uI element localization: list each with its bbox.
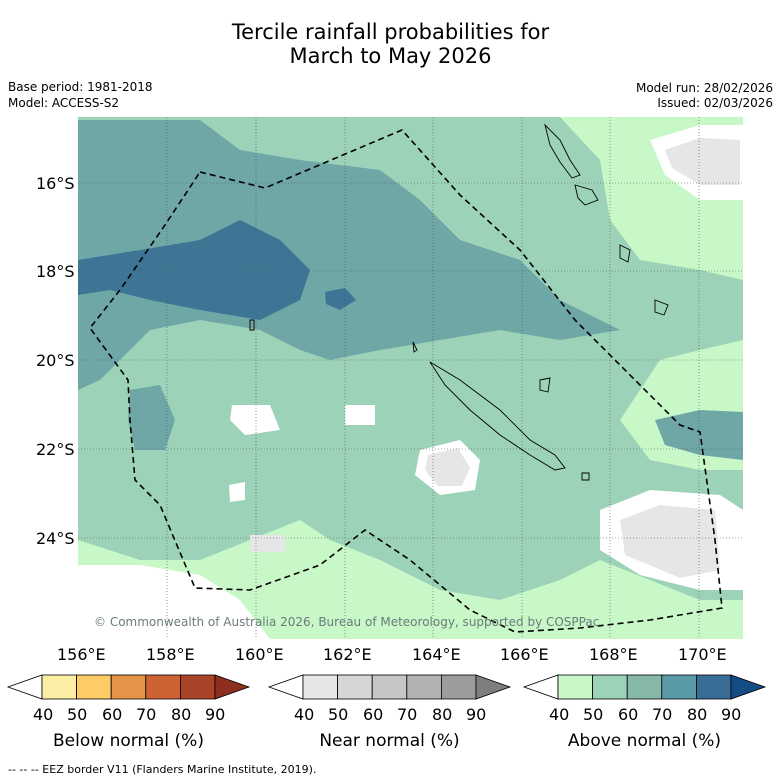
legend-above xyxy=(522,674,767,700)
legend-above-tick: 50 xyxy=(583,705,604,724)
islet-3 xyxy=(412,341,418,353)
model-name: Model: ACCESS-S2 xyxy=(8,96,120,110)
field-above-70 xyxy=(78,120,620,390)
field-white-sw xyxy=(78,565,270,639)
legend-near-tick: 90 xyxy=(466,705,487,724)
new-caledonia-outline xyxy=(429,361,566,471)
islet-1 xyxy=(581,472,590,481)
gridlines xyxy=(78,117,743,639)
legend-near-label: Near normal (%) xyxy=(319,731,460,751)
legend-below xyxy=(6,674,251,700)
legend-below-label: Below normal (%) xyxy=(53,731,204,751)
field-near-nc xyxy=(425,448,470,486)
vanuatu-outline-3 xyxy=(619,244,631,263)
islet-2 xyxy=(249,319,255,331)
legend-below-tick: 80 xyxy=(171,705,192,724)
vanuatu-outline xyxy=(544,123,581,179)
legend-below-tick: 70 xyxy=(136,705,157,724)
legend-near-tick: 40 xyxy=(294,705,315,724)
legend-below-tick: 40 xyxy=(33,705,54,724)
field-white-c xyxy=(345,405,375,425)
legend-above-tick: 90 xyxy=(721,705,742,724)
lon-tick: 160°E xyxy=(235,645,284,664)
title-line-1: Tercile rainfall probabilities for xyxy=(231,20,550,44)
legend-near-tick: 50 xyxy=(328,705,349,724)
eez-footer-note: -- -- -- EEZ border V11 (Flanders Marine… xyxy=(8,763,317,776)
loyalty-islands-outline xyxy=(539,377,551,393)
field-above-70-b xyxy=(128,385,175,450)
lon-tick: 170°E xyxy=(678,645,727,664)
legend-above-tick: 80 xyxy=(687,705,708,724)
legend-near-tick: 70 xyxy=(397,705,418,724)
legend-near-tick: 80 xyxy=(432,705,453,724)
lon-tick: 158°E xyxy=(146,645,195,664)
lon-tick: 166°E xyxy=(500,645,549,664)
field-white-w xyxy=(230,405,280,435)
field-near-sw xyxy=(250,535,285,552)
field-near-se xyxy=(620,505,720,578)
lon-tick: 162°E xyxy=(323,645,372,664)
legend-above-label: Above normal (%) xyxy=(567,731,722,751)
legend-below-tick: 90 xyxy=(205,705,226,724)
title-line-2: March to May 2026 xyxy=(289,44,492,68)
lat-tick: 24°S xyxy=(36,529,75,548)
base-period: Base period: 1981-2018 xyxy=(8,80,153,94)
legend-above-tick: 60 xyxy=(618,705,639,724)
lon-tick: 156°E xyxy=(57,645,106,664)
legend-near xyxy=(267,674,512,700)
eez-border xyxy=(88,129,723,633)
vanuatu-outline-2 xyxy=(574,184,599,206)
lat-tick: 16°S xyxy=(36,174,75,193)
lat-tick: 18°S xyxy=(36,262,75,281)
copyright-notice: © Commonwealth of Australia 2026, Bureau… xyxy=(94,615,599,629)
legend-below-tick: 50 xyxy=(67,705,88,724)
lon-tick: 164°E xyxy=(412,645,461,664)
field-above-80-b xyxy=(325,288,356,310)
probability-field xyxy=(78,117,743,639)
field-near-ne xyxy=(665,138,740,185)
legend-near-tick: 60 xyxy=(363,705,384,724)
lat-tick: 22°S xyxy=(36,440,75,459)
legend-below-tick: 60 xyxy=(102,705,123,724)
legend-above-tick: 40 xyxy=(549,705,570,724)
vanuatu-outline-4 xyxy=(654,299,669,316)
issued-date: Issued: 02/03/2026 xyxy=(657,96,773,110)
lon-tick: 168°E xyxy=(589,645,638,664)
field-above-80 xyxy=(78,220,310,320)
field-white-w2 xyxy=(229,482,245,502)
legend-above-tick: 70 xyxy=(652,705,673,724)
lat-tick: 20°S xyxy=(36,351,75,370)
coastlines xyxy=(249,123,669,481)
model-run: Model run: 28/02/2026 xyxy=(635,81,773,95)
